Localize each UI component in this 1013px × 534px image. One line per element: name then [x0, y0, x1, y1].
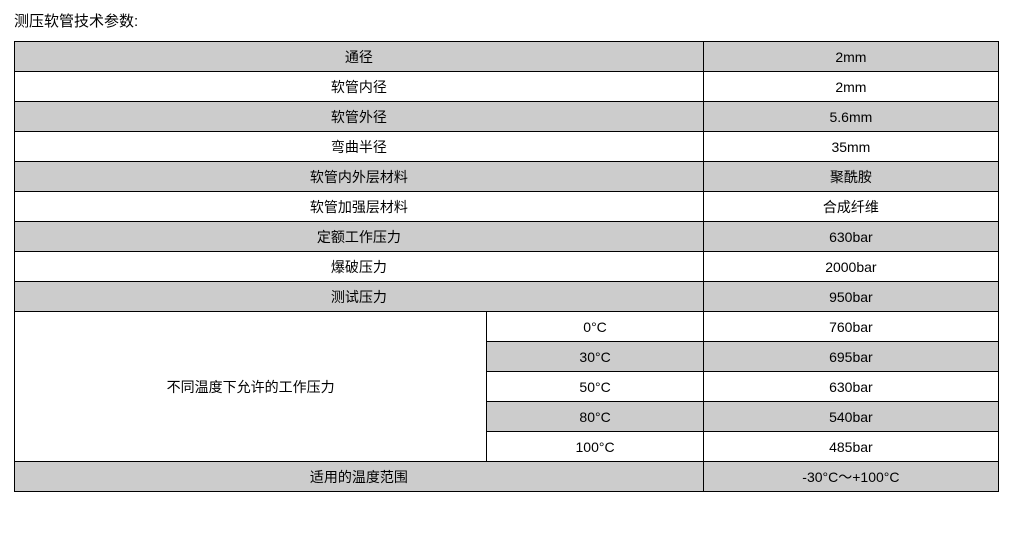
param-value: 2000bar	[703, 252, 998, 282]
temp-pressure-label: 不同温度下允许的工作压力	[15, 312, 487, 462]
table-row: 软管外径 5.6mm	[15, 102, 999, 132]
table-row: 不同温度下允许的工作压力 0°C 760bar	[15, 312, 999, 342]
table-row: 定额工作压力 630bar	[15, 222, 999, 252]
param-value: 聚酰胺	[703, 162, 998, 192]
param-label: 软管外径	[15, 102, 704, 132]
pressure-cell: 540bar	[703, 402, 998, 432]
table-row: 软管加强层材料 合成纤维	[15, 192, 999, 222]
pressure-cell: 630bar	[703, 372, 998, 402]
param-label: 软管内径	[15, 72, 704, 102]
table-row: 测试压力 950bar	[15, 282, 999, 312]
param-label: 适用的温度范围	[15, 462, 704, 492]
param-label: 爆破压力	[15, 252, 704, 282]
table-row: 适用的温度范围 -30°C～+100°C	[15, 462, 999, 492]
pressure-cell: 485bar	[703, 432, 998, 462]
param-value: 950bar	[703, 282, 998, 312]
param-label: 通径	[15, 42, 704, 72]
pressure-cell: 695bar	[703, 342, 998, 372]
temp-cell: 50°C	[487, 372, 703, 402]
table-row: 爆破压力 2000bar	[15, 252, 999, 282]
table-row: 软管内径 2mm	[15, 72, 999, 102]
param-label: 软管内外层材料	[15, 162, 704, 192]
temp-cell: 100°C	[487, 432, 703, 462]
spec-table: 通径 2mm 软管内径 2mm 软管外径 5.6mm 弯曲半径 35mm 软管内…	[14, 41, 999, 492]
page-title: 测压软管技术参数:	[14, 10, 999, 31]
param-value: 630bar	[703, 222, 998, 252]
param-value: -30°C～+100°C	[703, 462, 998, 492]
table-row: 软管内外层材料 聚酰胺	[15, 162, 999, 192]
temp-cell: 30°C	[487, 342, 703, 372]
pressure-cell: 760bar	[703, 312, 998, 342]
temp-cell: 80°C	[487, 402, 703, 432]
table-row: 通径 2mm	[15, 42, 999, 72]
temp-cell: 0°C	[487, 312, 703, 342]
param-label: 定额工作压力	[15, 222, 704, 252]
table-row: 弯曲半径 35mm	[15, 132, 999, 162]
param-label: 测试压力	[15, 282, 704, 312]
param-label: 软管加强层材料	[15, 192, 704, 222]
param-value: 2mm	[703, 42, 998, 72]
param-label: 弯曲半径	[15, 132, 704, 162]
param-value: 35mm	[703, 132, 998, 162]
param-value: 5.6mm	[703, 102, 998, 132]
param-value: 合成纤维	[703, 192, 998, 222]
param-value: 2mm	[703, 72, 998, 102]
